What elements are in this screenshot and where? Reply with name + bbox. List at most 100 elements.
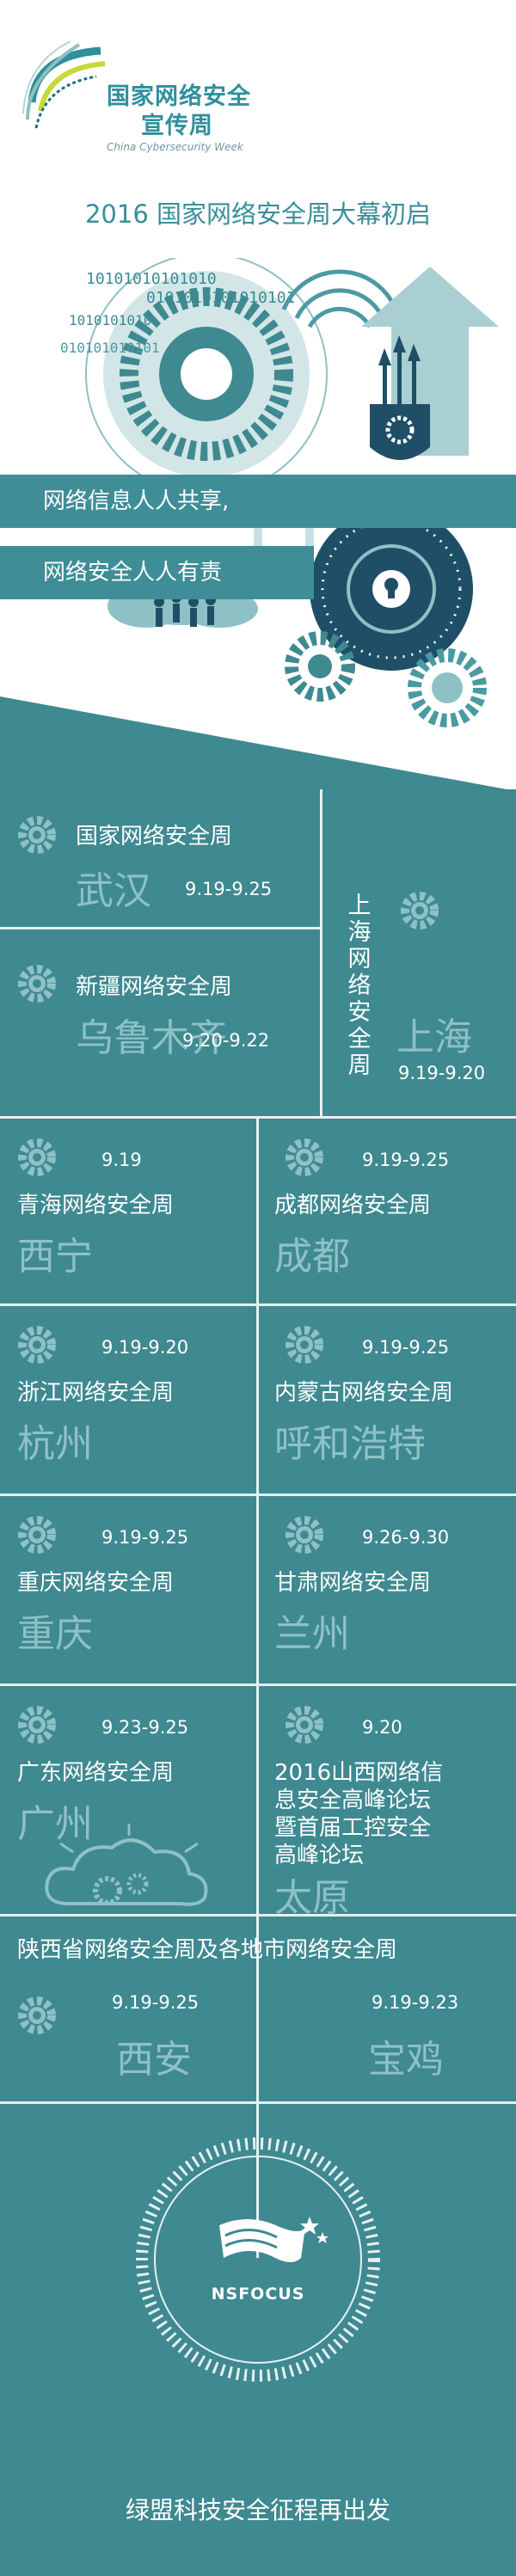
divider (0, 1116, 516, 1119)
event-title: 浙江网络安全周 (17, 1380, 175, 1406)
event-chongqing: 9.19-9.25 重庆网络安全周 重庆 (0, 1496, 256, 1684)
event-date: 9.19 (101, 1150, 142, 1170)
event-date-xian: 9.19-9.25 (112, 1992, 200, 2013)
gear-icon (18, 965, 56, 1003)
event-date: 9.19-9.20 (398, 1063, 486, 1083)
event-title: 国家网络安全周 (76, 824, 233, 849)
gear-icon (18, 816, 56, 854)
divider (0, 1914, 516, 1917)
big-gear-icon (85, 258, 328, 495)
slogan-2: 网络安全人人有责 (43, 560, 223, 586)
event-date: 9.19-9.20 (101, 1337, 189, 1358)
small-gear-left-icon (285, 631, 355, 702)
lock-gear-icon (310, 507, 473, 671)
gear-icon (401, 892, 439, 929)
event-neimenggu: 9.19-9.25 内蒙古网络安全周 呼和浩特 (259, 1306, 516, 1493)
divider (0, 1303, 516, 1306)
divider (0, 1493, 516, 1496)
small-gear-right-icon (408, 648, 487, 727)
event-title-vertical: 上海网络安全周 (347, 892, 372, 1079)
event-title: 陕西省网络安全周及各地市网络安全周 (17, 1937, 398, 1963)
event-title-line-4: 高峰论坛 (274, 1843, 365, 1868)
gear-icon (286, 1326, 323, 1364)
divider (0, 2101, 516, 2104)
event-shanghai: 上海网络安全周 上海 9.19-9.20 (322, 789, 516, 1116)
header: 国家网络安全 宣传周 China Cybersecurity Week 2016… (0, 0, 516, 258)
divider (0, 1684, 516, 1686)
event-zhejiang: 9.19-9.20 浙江网络安全周 杭州 (0, 1306, 256, 1493)
footer-slogan: 绿盟科技安全征程再出发 (125, 2496, 390, 2524)
event-qinghai: 9.19 青海网络安全周 西宁 (0, 1119, 256, 1303)
event-date: 9.23-9.25 (101, 1717, 189, 1738)
event-date: 9.19-9.25 (362, 1337, 450, 1358)
logo-title-line-1: 国家网络安全 (107, 83, 251, 110)
city-name: 西宁 (17, 1235, 93, 1279)
event-gansu: 9.26-9.30 甘肃网络安全周 兰州 (259, 1496, 516, 1684)
gear-icon (18, 1138, 56, 1176)
event-wuhan: 国家网络安全周 武汉 9.19-9.25 (0, 789, 320, 927)
event-title-line-1: 2016山西网络信 (274, 1760, 444, 1786)
event-shaanxi: 陕西省网络安全周及各地市网络安全周 9.19-9.25 西安 9.19-9.23… (0, 1917, 516, 2101)
event-date-baoji: 9.19-9.23 (372, 1992, 459, 2013)
event-date: 9.26-9.30 (362, 1527, 450, 1548)
event-guangdong: 9.23-9.25 广东网络安全周 广州 (0, 1686, 256, 1914)
event-title-line-2: 息安全高峰论坛 (274, 1788, 432, 1813)
event-title: 甘肃网络安全周 (274, 1570, 432, 1596)
event-title: 青海网络安全周 (17, 1193, 175, 1218)
city-name: 广州 (17, 1802, 93, 1846)
hero-illustration: 10101010101010 0101010101010101 10101010… (0, 258, 516, 791)
city-name: 乌鲁木齐 (76, 1016, 227, 1060)
event-date: 9.20 (362, 1717, 402, 1738)
gear-icon (18, 1516, 56, 1554)
logo-title-line-2: 宣传周 (141, 113, 213, 139)
event-title: 成都网络安全周 (274, 1193, 432, 1218)
gear-icon (286, 1138, 323, 1176)
event-grid: 国家网络安全周 武汉 9.19-9.25 新疆网络安全周 乌鲁木齐 9.20-9… (0, 789, 516, 2576)
city-name: 杭州 (17, 1422, 93, 1466)
gear-icon (18, 1706, 56, 1744)
city-name: 上海 (396, 1015, 472, 1059)
nsfocus-flag-icon (219, 2217, 329, 2262)
divider (0, 927, 320, 929)
city-name: 重庆 (17, 1612, 93, 1656)
gear-icon (286, 1516, 323, 1554)
binary-text-4: 010101010101 (60, 340, 160, 356)
event-title: 重庆网络安全周 (17, 1570, 175, 1596)
small-arrows-icon (378, 335, 421, 413)
signal-arcs-icon (281, 269, 398, 328)
event-date-xinjiang: 9.20-9.22 (182, 1030, 270, 1051)
cloud-gear-icon (45, 1824, 208, 1906)
event-xinjiang: 新疆网络安全周 乌鲁木齐 (0, 929, 320, 1060)
logo-title: 国家网络安全 宣传周 (107, 83, 251, 141)
logo-subtitle: China Cybersecurity Week (107, 141, 243, 153)
event-date: 9.19-9.25 (101, 1527, 189, 1548)
city-name-xian: 西安 (116, 2038, 192, 2082)
divider (256, 1119, 259, 2258)
event-title: 新疆网络安全周 (76, 974, 233, 1000)
event-title: 内蒙古网络安全周 (274, 1380, 454, 1406)
shield-icon (370, 404, 430, 460)
slogan-1: 网络信息人人共享, (43, 488, 230, 514)
event-chengdu: 9.19-9.25 成都网络安全周 成都 (259, 1119, 516, 1303)
slogan-banner-2: 网络安全人人有责 (0, 546, 314, 599)
binary-text-1: 10101010101010 (86, 270, 217, 288)
gear-icon (286, 1706, 323, 1744)
gear-icon (18, 1996, 56, 2034)
event-title-line-3: 暨首届工控安全 (274, 1815, 432, 1841)
city-name: 兰州 (274, 1612, 350, 1656)
binary-text-3: 1010101010 (69, 312, 151, 328)
slogan-banner-1: 网络信息人人共享, (0, 475, 516, 528)
event-shanxi: 9.20 2016山西网络信 息安全高峰论坛 暨首届工控安全 高峰论坛 太原 (259, 1686, 516, 1920)
divider (320, 789, 322, 1116)
city-name: 太原 (274, 1876, 350, 1920)
city-name: 呼和浩特 (274, 1422, 426, 1466)
binary-text-2: 0101010101010101 (146, 289, 295, 307)
nsfocus-brand: NSFOCUS (211, 2285, 305, 2303)
cybersecurity-week-logo-icon (22, 40, 106, 129)
city-name: 成都 (274, 1235, 350, 1279)
city-name-baoji: 宝鸡 (368, 2038, 444, 2082)
event-date: 9.19-9.25 (362, 1150, 450, 1170)
gear-icon (18, 1326, 56, 1364)
event-title: 广东网络安全周 (17, 1760, 175, 1786)
